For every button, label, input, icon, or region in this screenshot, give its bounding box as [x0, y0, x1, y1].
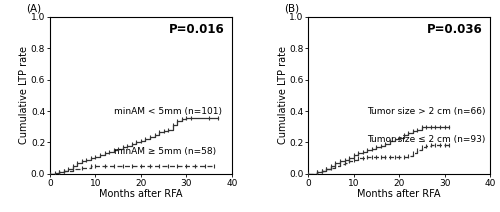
Text: (A): (A) — [26, 4, 42, 14]
Text: P=0.036: P=0.036 — [427, 23, 482, 36]
X-axis label: Months after RFA: Months after RFA — [99, 189, 182, 199]
X-axis label: Months after RFA: Months after RFA — [358, 189, 441, 199]
Text: P=0.016: P=0.016 — [169, 23, 224, 36]
Text: Tumor size > 2 cm (n=66): Tumor size > 2 cm (n=66) — [368, 107, 486, 116]
Text: minAM < 5mm (n=101): minAM < 5mm (n=101) — [114, 107, 222, 116]
Text: (B): (B) — [284, 4, 300, 14]
Y-axis label: Cumulative LTP rate: Cumulative LTP rate — [278, 46, 287, 144]
Text: minAM ≥ 5mm (n=58): minAM ≥ 5mm (n=58) — [114, 147, 216, 156]
Y-axis label: Cumulative LTP rate: Cumulative LTP rate — [20, 46, 30, 144]
Text: Tumor size ≤ 2 cm (n=93): Tumor size ≤ 2 cm (n=93) — [368, 135, 486, 144]
